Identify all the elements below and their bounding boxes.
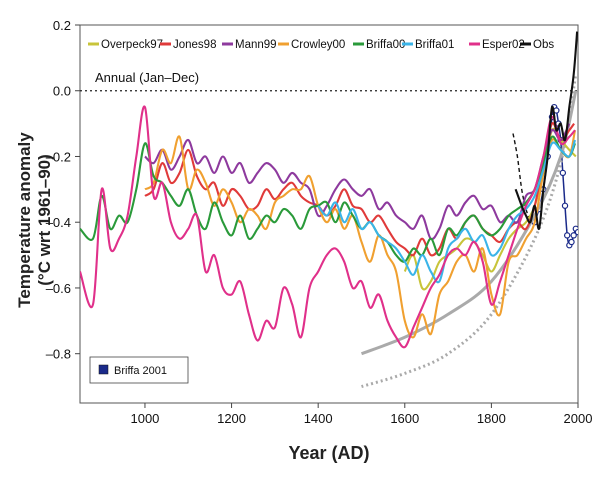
series-line-briffa01	[317, 139, 577, 284]
series-line-mann99	[144, 123, 571, 241]
legend: Overpeck97 Jones98 Mann99 Crowley00 Briffa00…	[88, 39, 554, 51]
legend-label-jones98: Jones98	[173, 39, 216, 51]
legend-label-crowley00: Crowley00	[291, 39, 345, 51]
y-tick-label: –0.8	[46, 347, 71, 362]
legend-label-obs: Obs	[533, 39, 554, 51]
legend-label-mann99: Mann99	[235, 39, 277, 51]
briffa2001-point	[561, 202, 569, 209]
series-line-overpeck97	[403, 127, 577, 291]
x-tick-label: 1600	[390, 411, 419, 426]
x-tick-label: 1800	[477, 411, 506, 426]
grey-solid-trend-line	[360, 90, 578, 356]
inset-legend: Briffa 2001	[89, 356, 189, 384]
ticks-layer: 1000 1200 1400 1600 1800 2000 0.2 0.0 –0.2 –0.4 –0…	[46, 18, 593, 426]
x-tick-label: 2000	[564, 411, 593, 426]
annotation-label: Annual (Jan–Dec)	[95, 70, 199, 85]
briffa2001-point	[559, 169, 567, 177]
x-axis-title: Year (AD)	[288, 443, 369, 463]
x-tick-label: 1000	[130, 411, 159, 426]
briffa2001-point	[568, 238, 575, 246]
y-tick-label: –0.6	[46, 281, 71, 296]
series-line-esper02	[80, 105, 576, 349]
y-axis-title: Temperature anomaly (°C wrt 1961–90)	[15, 132, 54, 308]
briffa2001-point	[574, 228, 578, 236]
legend-label-esper02: Esper02	[482, 39, 525, 51]
y-tick-label: 0.0	[53, 84, 71, 99]
obs-dashed-line	[512, 133, 532, 223]
series-layer	[80, 31, 578, 349]
inset-legend-swatch	[98, 364, 109, 375]
series-line-crowley00	[144, 129, 577, 339]
grey-dotted-trend-line	[361, 74, 578, 389]
y-tick-label: –0.2	[46, 149, 71, 164]
series-line-briffa00	[80, 135, 576, 263]
briffa2001-point	[570, 232, 577, 239]
plot-frame	[79, 24, 579, 404]
inset-legend-label: Briffa 2001	[114, 365, 167, 377]
legend-label-overpeck97: Overpeck97	[101, 39, 163, 51]
briffa2001-point	[563, 232, 571, 239]
extra-lines-layer	[360, 74, 578, 389]
y-tick-label: –0.4	[46, 215, 71, 230]
legend-label-briffa00: Briffa00	[366, 39, 405, 51]
y-tick-label: 0.2	[53, 18, 71, 33]
x-tick-label: 1200	[217, 411, 246, 426]
legend-label-briffa01: Briffa01	[415, 39, 454, 51]
series-line-obs	[514, 31, 578, 230]
y-axis-title-line1: Temperature anomaly	[15, 132, 34, 308]
x-tick-label: 1400	[304, 411, 333, 426]
y-axis-title-line2: (°C wrt 1961–90)	[35, 154, 54, 286]
